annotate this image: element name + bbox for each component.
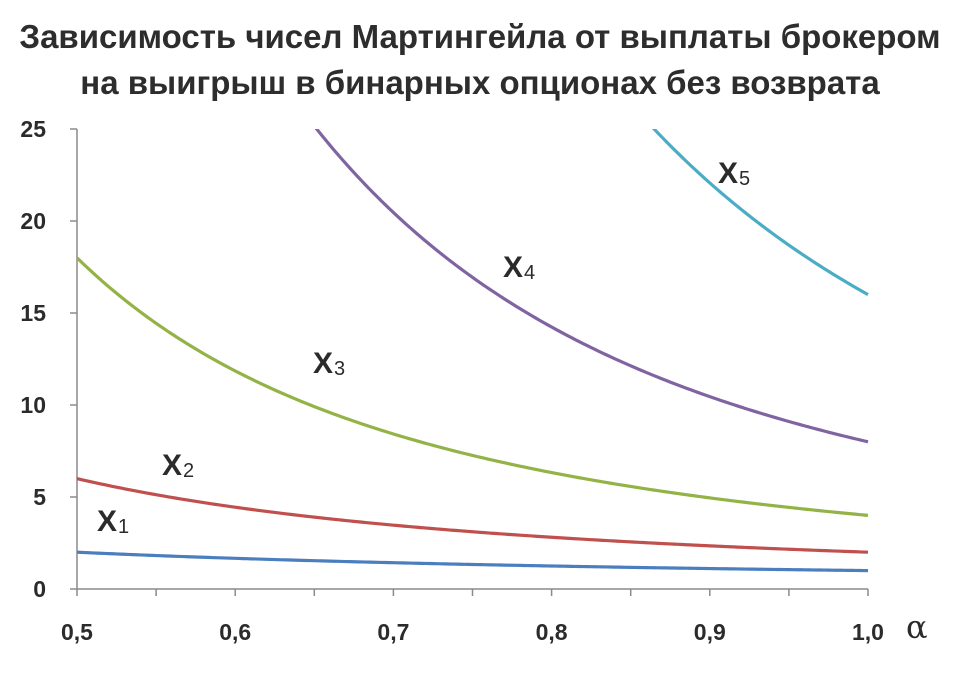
- y-tick-label: 15: [20, 300, 46, 326]
- series-line-x1: [77, 550, 869, 573]
- x-tick-label: 1,0: [852, 619, 884, 645]
- series-line-x2: [77, 477, 869, 554]
- series-line-x5: [651, 129, 869, 296]
- series-label-x2: X2: [162, 449, 194, 482]
- series-line-x4: [314, 129, 869, 444]
- x-axis-label: α: [906, 608, 928, 646]
- x-tick-label: 0,5: [61, 619, 93, 645]
- chart-title-line-1: Зависимость чисел Мартингейла от выплаты…: [19, 18, 941, 55]
- series-line-x3: [77, 256, 869, 517]
- y-tick-label: 25: [20, 116, 46, 142]
- series-label-x5: X5: [718, 157, 750, 190]
- x-tick-label: 0,7: [377, 619, 409, 645]
- series-label-x4: X4: [503, 251, 535, 284]
- y-tick-label: 5: [33, 484, 46, 510]
- x-tick-label: 0,9: [694, 619, 726, 645]
- x-tick-label: 0,6: [219, 619, 251, 645]
- y-tick-label: 10: [20, 392, 46, 418]
- y-tick-label: 0: [33, 576, 46, 602]
- series-layer: [77, 129, 869, 573]
- series-label-x1: X1: [97, 505, 129, 538]
- x-tick-label: 0,8: [536, 619, 568, 645]
- series-label-x3: X3: [313, 347, 345, 380]
- y-tick-label: 20: [20, 208, 46, 234]
- chart-title: Зависимость чисел Мартингейла от выплаты…: [0, 14, 960, 106]
- axes: 0 5 10 15 20 25 0,5 0,6 0,7 0,8 0,9 1,0 α: [20, 116, 927, 646]
- chart-title-line-2: на выигрыш в бинарных опционах без возвр…: [80, 64, 880, 101]
